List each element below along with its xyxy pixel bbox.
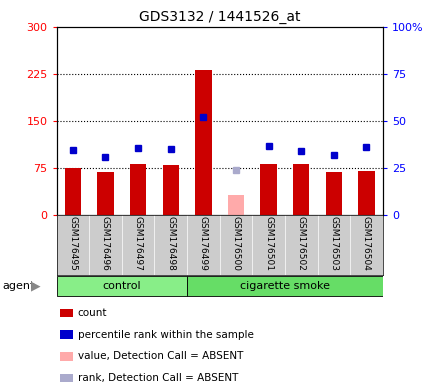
Text: GSM176504: GSM176504	[361, 216, 370, 271]
Bar	[97, 172, 113, 215]
Bar	[260, 164, 276, 215]
Bar	[60, 309, 73, 318]
Bar	[227, 195, 243, 215]
Text: GSM176503: GSM176503	[329, 216, 338, 271]
Bar	[60, 330, 73, 339]
Text: ▶: ▶	[31, 280, 41, 293]
Bar	[195, 70, 211, 215]
Text: count: count	[78, 308, 107, 318]
Text: value, Detection Call = ABSENT: value, Detection Call = ABSENT	[78, 351, 243, 361]
Bar	[162, 165, 178, 215]
Bar	[65, 168, 81, 215]
Bar	[358, 171, 374, 215]
Bar	[293, 164, 309, 215]
Text: percentile rank within the sample: percentile rank within the sample	[78, 330, 253, 340]
Text: GSM176499: GSM176499	[198, 216, 207, 271]
Text: cigarette smoke: cigarette smoke	[240, 281, 329, 291]
Text: GSM176502: GSM176502	[296, 216, 305, 271]
Text: rank, Detection Call = ABSENT: rank, Detection Call = ABSENT	[78, 373, 237, 383]
Bar	[325, 172, 341, 215]
Bar	[60, 352, 73, 361]
Bar	[60, 374, 73, 382]
Bar	[130, 164, 146, 215]
Text: GSM176495: GSM176495	[68, 216, 77, 271]
Text: control: control	[102, 281, 141, 291]
Text: agent: agent	[2, 281, 34, 291]
Text: GSM176498: GSM176498	[166, 216, 175, 271]
Bar	[187, 276, 382, 296]
Bar	[56, 276, 187, 296]
Text: GSM176497: GSM176497	[133, 216, 142, 271]
Text: GSM176500: GSM176500	[231, 216, 240, 271]
Title: GDS3132 / 1441526_at: GDS3132 / 1441526_at	[138, 10, 300, 25]
Text: GSM176496: GSM176496	[101, 216, 110, 271]
Text: GSM176501: GSM176501	[263, 216, 273, 271]
